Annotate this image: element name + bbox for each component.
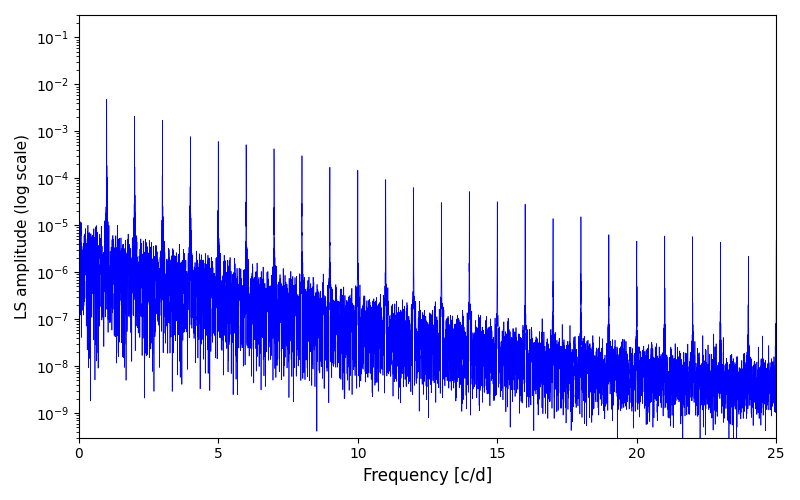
X-axis label: Frequency [c/d]: Frequency [c/d] <box>363 467 492 485</box>
Y-axis label: LS amplitude (log scale): LS amplitude (log scale) <box>15 134 30 319</box>
